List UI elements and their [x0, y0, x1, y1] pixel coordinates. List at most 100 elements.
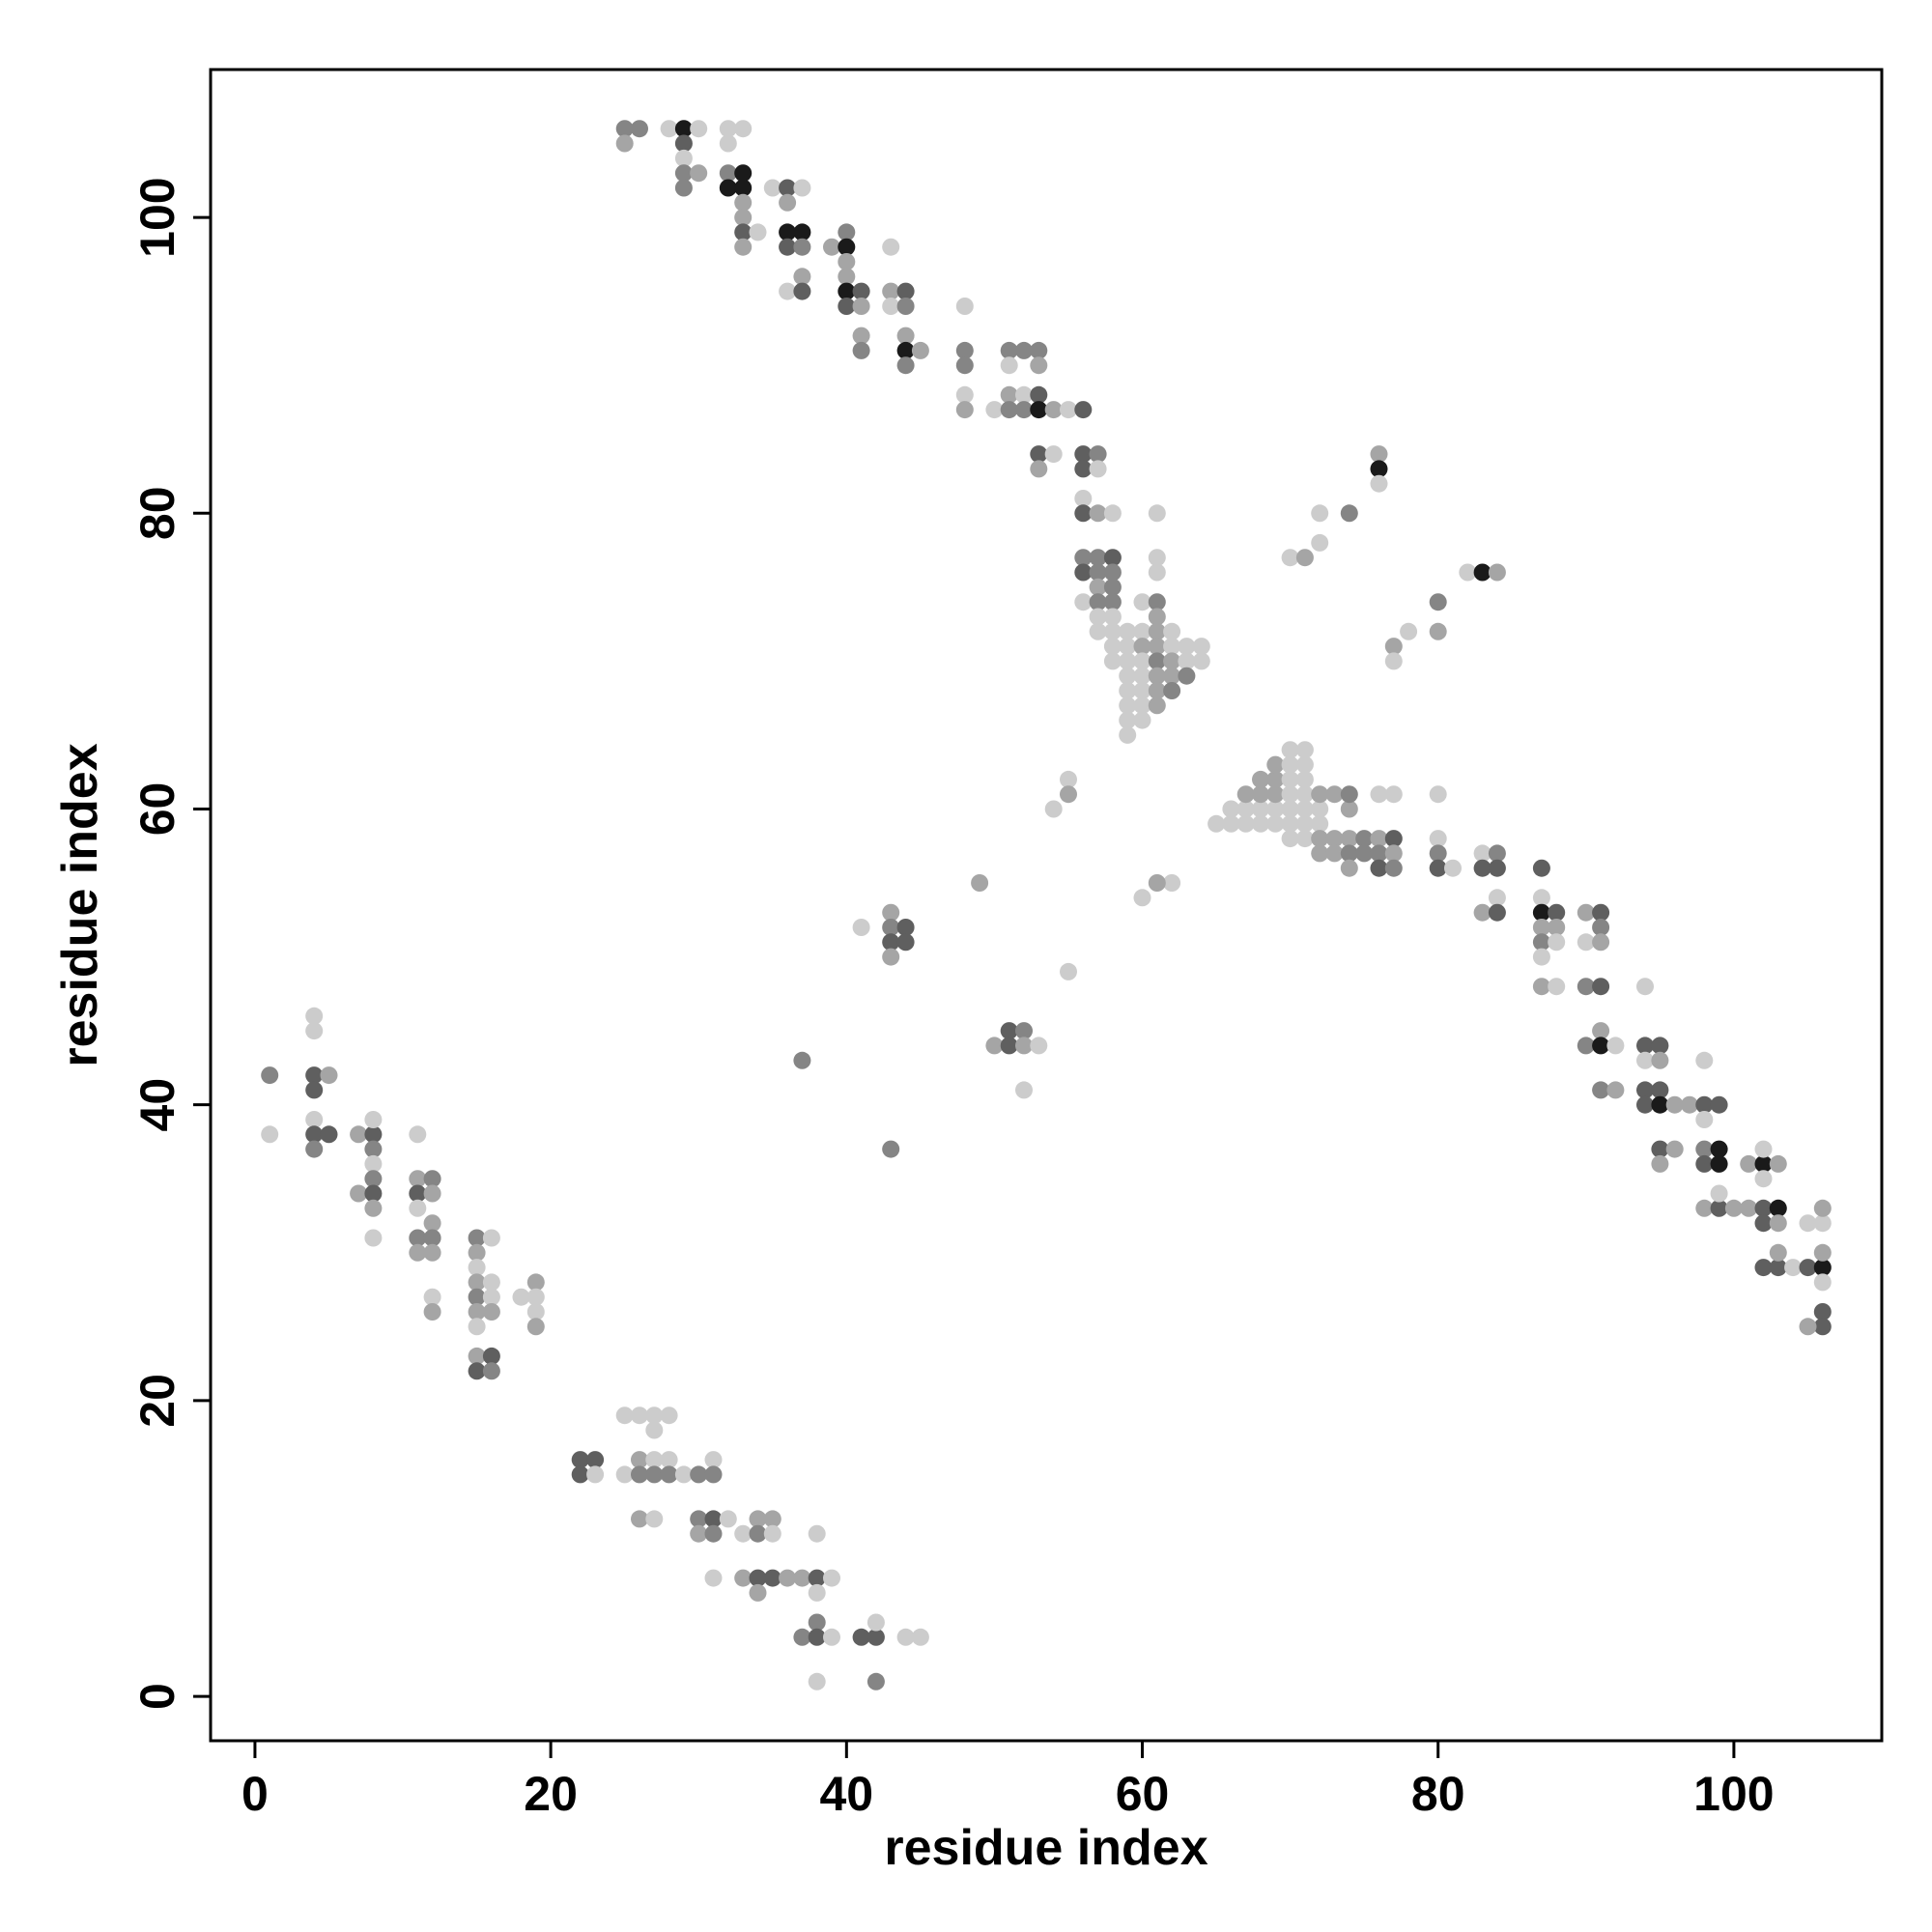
- contact-point: [1311, 830, 1329, 848]
- contact-point: [1119, 725, 1137, 744]
- contact-point: [660, 1406, 678, 1425]
- contact-point: [1015, 1081, 1033, 1099]
- contact-point: [1015, 1037, 1033, 1055]
- contact-point: [1651, 1095, 1669, 1114]
- contact-point: [1103, 578, 1122, 596]
- contact-point: [468, 1288, 486, 1306]
- contact-point: [364, 1140, 383, 1158]
- contact-point: [1429, 622, 1447, 640]
- contact-point: [1281, 549, 1299, 567]
- contact-point: [1370, 460, 1388, 478]
- contact-point: [1710, 1184, 1728, 1203]
- contact-point: [1340, 785, 1358, 804]
- contact-point: [1089, 593, 1107, 611]
- contact-point: [763, 1510, 781, 1528]
- contact-point: [985, 1037, 1004, 1055]
- contact-point: [586, 1465, 605, 1484]
- contact-point: [734, 1524, 753, 1543]
- contact-point: [1060, 770, 1077, 788]
- contact-point: [1236, 814, 1255, 833]
- contact-point: [838, 268, 856, 286]
- contact-point: [1799, 1318, 1817, 1336]
- contact-point: [1103, 652, 1122, 670]
- x-tick-label: 40: [820, 1767, 874, 1821]
- contact-point: [305, 1081, 324, 1099]
- contact-point: [823, 1628, 840, 1646]
- contact-point: [1429, 830, 1447, 848]
- contact-point: [1473, 563, 1492, 582]
- contact-point: [1740, 1199, 1758, 1217]
- contact-point: [896, 933, 915, 952]
- contact-point: [1370, 844, 1388, 863]
- contact-point: [512, 1288, 530, 1306]
- contact-point: [1459, 563, 1477, 582]
- contact-point: [1119, 622, 1137, 640]
- contact-point: [1133, 593, 1151, 611]
- contact-point: [793, 238, 811, 256]
- contact-point: [779, 282, 797, 300]
- contact-point: [852, 298, 870, 315]
- contact-point: [1148, 638, 1166, 656]
- contact-point: [763, 1569, 781, 1587]
- contact-point: [1000, 385, 1018, 404]
- contact-point: [409, 1184, 427, 1203]
- contact-point: [1488, 844, 1506, 863]
- contact-point: [882, 919, 900, 936]
- contact-point: [1074, 563, 1093, 582]
- contact-point: [793, 1569, 811, 1587]
- contact-point: [631, 120, 648, 138]
- contact-point: [704, 1524, 723, 1543]
- contact-point: [1281, 741, 1299, 759]
- contact-point: [1325, 844, 1344, 863]
- contact-point: [763, 179, 781, 197]
- contact-point: [793, 282, 811, 300]
- contact-point: [793, 179, 811, 197]
- contact-point: [704, 1465, 723, 1484]
- contact-point: [823, 1569, 840, 1587]
- contact-point: [1384, 638, 1403, 656]
- contact-point: [882, 298, 900, 315]
- contact-point: [645, 1421, 664, 1439]
- contact-point: [852, 282, 870, 300]
- contact-point: [1444, 859, 1462, 877]
- contact-point: [838, 223, 856, 242]
- contact-point: [793, 223, 811, 242]
- contact-point: [1148, 682, 1166, 699]
- contact-point: [1295, 741, 1314, 759]
- contact-point: [1695, 1154, 1714, 1173]
- contact-point: [911, 1628, 929, 1646]
- contact-point: [1695, 1140, 1714, 1158]
- contact-point: [1488, 903, 1506, 922]
- contact-point: [364, 1111, 383, 1128]
- contact-point: [615, 1406, 634, 1425]
- contact-point: [1340, 844, 1358, 863]
- contact-point: [704, 1569, 723, 1587]
- contact-point: [1103, 549, 1122, 567]
- contact-point: [645, 1510, 664, 1528]
- contact-point: [1015, 385, 1033, 404]
- contact-point: [779, 179, 797, 197]
- contact-point: [1089, 460, 1107, 478]
- contact-point: [482, 1229, 500, 1247]
- contact-point: [838, 238, 856, 256]
- contact-point: [409, 1170, 427, 1188]
- contact-point: [1488, 563, 1506, 582]
- contact-point: [1532, 859, 1550, 877]
- contact-point: [423, 1170, 441, 1188]
- contact-point: [1148, 667, 1166, 685]
- contact-point: [896, 298, 915, 315]
- contact-point: [882, 903, 900, 922]
- contact-point: [1163, 667, 1181, 685]
- contact-point: [779, 193, 797, 212]
- contact-point: [586, 1451, 605, 1469]
- contact-point: [1311, 504, 1329, 523]
- contact-point: [1133, 711, 1151, 729]
- x-axis: 0 20 40 60 80 100: [242, 1741, 1775, 1821]
- contact-point: [1710, 1140, 1728, 1158]
- contact-point: [1754, 1140, 1773, 1158]
- contact-point: [852, 1628, 870, 1646]
- contact-point: [838, 282, 856, 300]
- contact-point: [955, 401, 974, 419]
- contact-point: [674, 149, 693, 167]
